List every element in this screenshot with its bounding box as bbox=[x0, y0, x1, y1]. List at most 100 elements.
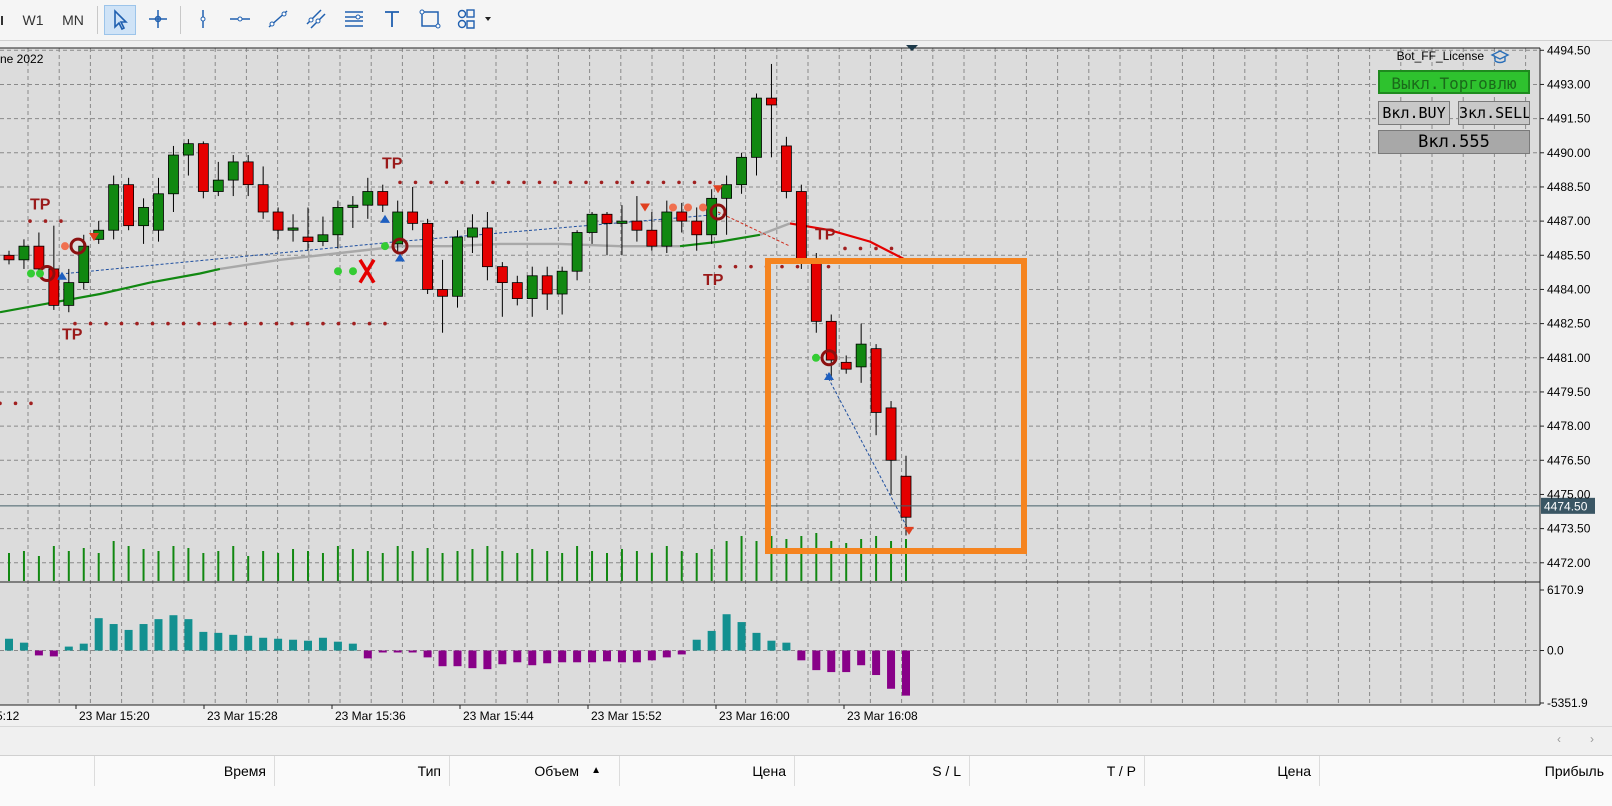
sell-toggle-button[interactable]: Зкл.SELL bbox=[1458, 101, 1530, 125]
crosshair-icon bbox=[149, 10, 167, 28]
trade-link-line bbox=[65, 213, 721, 274]
oscillator-bar bbox=[124, 629, 133, 651]
column-sl[interactable]: S / L bbox=[795, 756, 970, 786]
text-tool-button[interactable] bbox=[376, 5, 408, 35]
moving-average-flat bbox=[759, 222, 791, 236]
oscillator-bar bbox=[498, 650, 507, 665]
trend-line-tool-button[interactable] bbox=[262, 5, 294, 35]
level-dot bbox=[749, 264, 753, 269]
oscillator-bar bbox=[857, 650, 866, 666]
expert-label: Bot_FF_License bbox=[1396, 49, 1484, 63]
level-dot bbox=[150, 321, 155, 326]
price-axis-label: 4485.50 bbox=[1547, 248, 1591, 262]
fibonacci-tool-button[interactable] bbox=[338, 5, 370, 35]
level-dot bbox=[0, 401, 2, 406]
level-dot bbox=[336, 321, 341, 326]
oscillator-bar bbox=[184, 619, 193, 651]
oscillator-bar bbox=[289, 639, 298, 651]
level-dot bbox=[166, 321, 170, 326]
oscillator-bar bbox=[797, 650, 806, 661]
level-dot bbox=[398, 180, 402, 185]
level-dot bbox=[537, 180, 542, 185]
bear-candle bbox=[900, 475, 912, 518]
timeframe-mn-button[interactable]: MN bbox=[62, 12, 84, 28]
level-dot bbox=[290, 321, 294, 326]
level-dot bbox=[274, 321, 279, 326]
osc-axis-label: 6170.9 bbox=[1547, 583, 1584, 597]
oscillator-bar bbox=[318, 637, 327, 651]
channel-tool-button[interactable] bbox=[300, 5, 332, 35]
level-dot bbox=[522, 180, 526, 185]
chart-area[interactable]: TP TP TP TP TP 4474.50 4494.50 4493.00 4491.50 44… bbox=[0, 41, 1612, 727]
scroll-left-icon[interactable]: ‹ bbox=[1557, 732, 1561, 746]
shapes-tool-button[interactable] bbox=[452, 5, 498, 35]
exit-dot bbox=[669, 203, 677, 212]
price-axis-label: 4478.00 bbox=[1547, 419, 1591, 433]
oscillator-bar bbox=[528, 650, 537, 666]
oscillator-bar bbox=[5, 638, 13, 651]
arrow-down-icon bbox=[713, 185, 723, 194]
bottom-scroll-bar[interactable]: ‹ › bbox=[0, 726, 1612, 753]
time-axis-label: 23 Mar 15:20 bbox=[79, 709, 150, 723]
text-icon bbox=[385, 11, 399, 27]
level-dot bbox=[413, 180, 418, 185]
bull-candle bbox=[721, 184, 732, 199]
bear-candle bbox=[302, 236, 314, 243]
column-current-price[interactable]: Цена bbox=[1145, 756, 1320, 786]
entry-dot bbox=[36, 269, 44, 278]
tp-label: TP bbox=[382, 156, 403, 173]
arrow-up-icon bbox=[824, 372, 834, 380]
oscillator-bar bbox=[707, 630, 716, 651]
scroll-right-icon[interactable]: › bbox=[1590, 732, 1594, 746]
vertical-line-tool-button[interactable] bbox=[187, 5, 219, 35]
timeframe-w1-button[interactable]: W1 bbox=[22, 12, 44, 28]
column-time[interactable]: Время bbox=[95, 756, 275, 786]
bear-candle bbox=[437, 289, 448, 297]
oscillator-bar bbox=[722, 614, 731, 651]
oscillator-bar bbox=[378, 650, 387, 653]
arrow-up-icon bbox=[395, 253, 405, 262]
level-dot bbox=[243, 321, 248, 326]
buy-toggle-button[interactable]: Вкл.BUY bbox=[1378, 101, 1450, 125]
rectangle-tool-button[interactable] bbox=[414, 5, 446, 35]
oscillator-bar bbox=[274, 638, 283, 651]
magic-number-button[interactable]: Вкл.555 bbox=[1378, 130, 1530, 154]
oscillator-bar bbox=[737, 622, 746, 651]
level-dot bbox=[73, 321, 77, 326]
crosshair-tool-button[interactable] bbox=[142, 5, 174, 35]
level-dot bbox=[826, 264, 831, 269]
price-axis-label: 4490.00 bbox=[1547, 146, 1591, 160]
osc-axis-label: -5351.9 bbox=[1547, 696, 1588, 710]
bear-candle bbox=[676, 211, 688, 222]
bear-candle bbox=[422, 222, 434, 290]
volume-bars bbox=[8, 533, 907, 581]
bear-candle bbox=[825, 320, 837, 361]
bear-candle bbox=[781, 145, 792, 192]
fibonacci-icon bbox=[345, 11, 363, 27]
cursor-icon bbox=[114, 9, 128, 31]
column-volume[interactable]: Объем ▲ bbox=[450, 756, 620, 786]
toolbar-separator bbox=[97, 6, 98, 34]
column-type[interactable]: Тип bbox=[275, 756, 450, 786]
column-profit[interactable]: Прибыль bbox=[1544, 763, 1604, 779]
chart-title: ne 2022 bbox=[0, 52, 44, 66]
arrow-down-icon bbox=[904, 526, 914, 535]
time-axis-label: 23 Mar 16:08 bbox=[847, 709, 918, 723]
oscillator-bar bbox=[573, 650, 582, 663]
trade-table-header: Время Тип Объем ▲ Цена S / L T / P Цена … bbox=[0, 755, 1612, 806]
horizontal-line-tool-button[interactable] bbox=[224, 5, 256, 35]
column-tp[interactable]: T / P bbox=[970, 756, 1145, 786]
oscillator-bar bbox=[109, 624, 118, 651]
disable-trading-button[interactable]: Выкл.Торговлю bbox=[1378, 70, 1530, 94]
arrow-up-icon bbox=[380, 214, 390, 223]
oscillator-bar bbox=[259, 637, 268, 651]
oscillator-bar bbox=[423, 650, 432, 658]
cursor-tool-button[interactable] bbox=[104, 5, 136, 35]
price-axis-label: 4479.50 bbox=[1547, 385, 1591, 399]
level-dot bbox=[677, 180, 681, 185]
timeframe-cut[interactable] bbox=[0, 6, 6, 34]
bear-candle bbox=[33, 245, 45, 270]
column-price[interactable]: Цена bbox=[620, 756, 795, 786]
level-dot bbox=[28, 219, 32, 223]
close-trade-icon bbox=[358, 258, 376, 284]
